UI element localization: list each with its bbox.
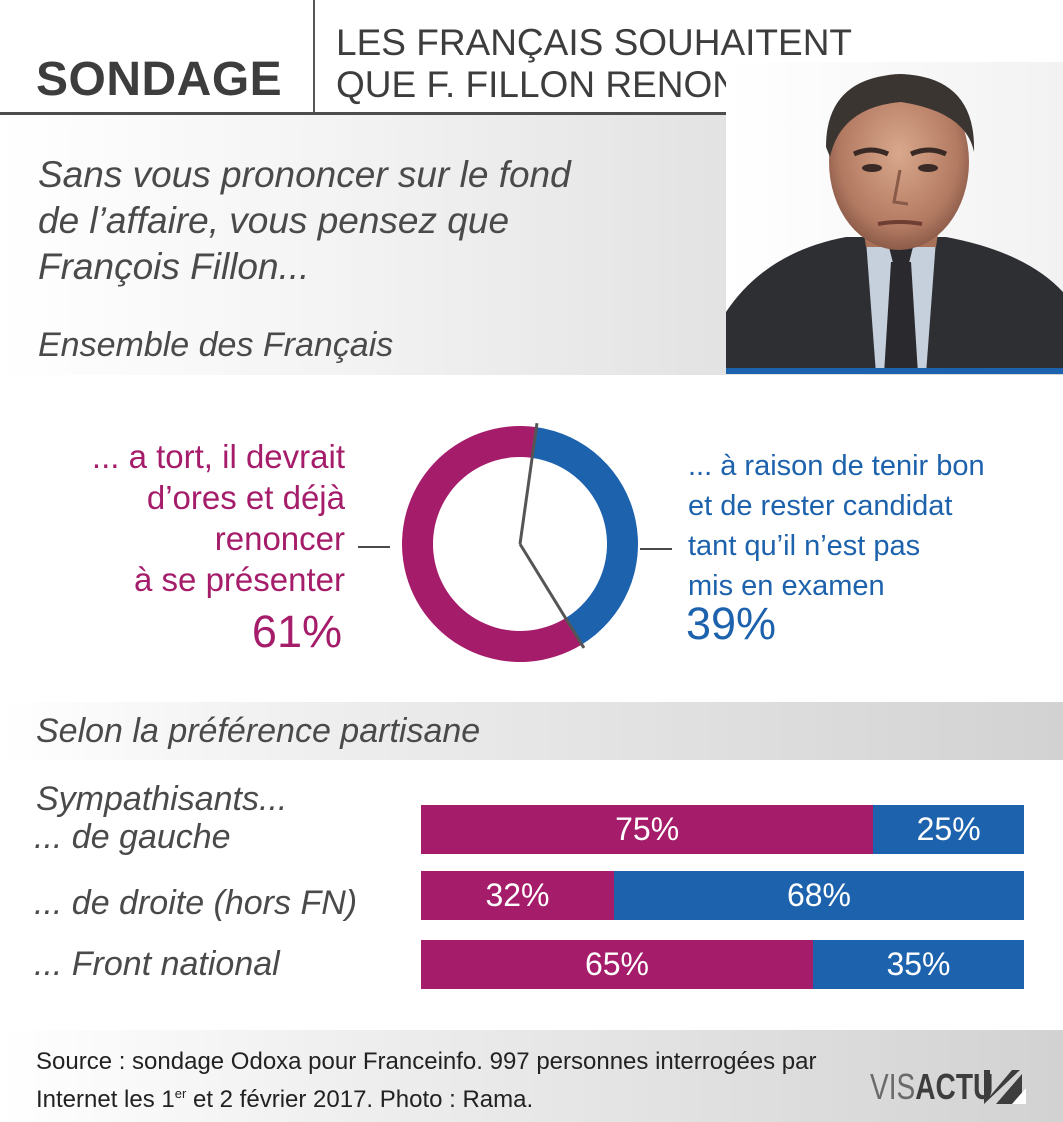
footer-band [0,1030,1063,1122]
source-end: et 2 février 2017. Photo : Rama. [186,1086,534,1113]
visactu-mark-icon [984,1070,1026,1104]
source-note: Source : sondage Odoxa pour Franceinfo. … [36,1046,876,1116]
section2-title: Selon la préférence partisane [36,712,481,750]
group-label: Sympathisants... [36,780,288,818]
bar-segment-raison: 35% [812,940,1024,989]
donut-separator-line [518,422,539,545]
portrait-photo [726,62,1063,374]
donut-slice-tort [402,426,582,662]
header-title: SONDAGE [36,53,283,106]
visactu-logo: VISACTU [870,1066,993,1108]
donut-slice-raison [532,427,638,645]
header-rule [0,112,1063,115]
header-separator [313,0,315,112]
section2-band [0,702,1063,760]
donut-label-raison: ... à raison de tenir bon et de rester c… [688,450,985,602]
row-label-droite: ... de droite (hors FN) [34,884,358,922]
bar-segment-raison: 68% [613,871,1024,920]
bar-segment-raison: 25% [873,805,1024,854]
donut-value-tort: 61% [251,606,342,657]
donut-chart [358,422,672,662]
source-main: Source : sondage Odoxa pour Franceinfo. … [36,1048,817,1113]
header-headline: LES FRANÇAIS SOUHAITENT QUE F. FILLON RE… [336,22,853,105]
logo-light: VIS [870,1066,916,1107]
donut-separator-line [518,543,586,649]
row-label-gauche: ... de gauche [34,818,231,856]
bar-segment-tort: 32% [421,871,614,920]
donut-label-tort: ... a tort, il devrait d’ores et déjà re… [91,438,345,598]
bar-row-droite: 32% 68% [421,871,1024,920]
bar-row-fn: 65% 35% [421,940,1024,989]
portrait-rule [726,368,1063,374]
bar-segment-tort: 75% [421,805,874,854]
question-text: Sans vous prononcer sur le fond de l’aff… [38,154,571,287]
bar-row-gauche: 75% 25% [421,805,1024,854]
logo-bold: ACTU [915,1066,994,1107]
bar-segment-tort: 65% [421,940,813,989]
row-label-fn: ... Front national [34,945,280,983]
source-sup: er [174,1086,187,1101]
subhead-ensemble: Ensemble des Français [38,326,394,364]
donut-value-raison: 39% [686,598,777,649]
